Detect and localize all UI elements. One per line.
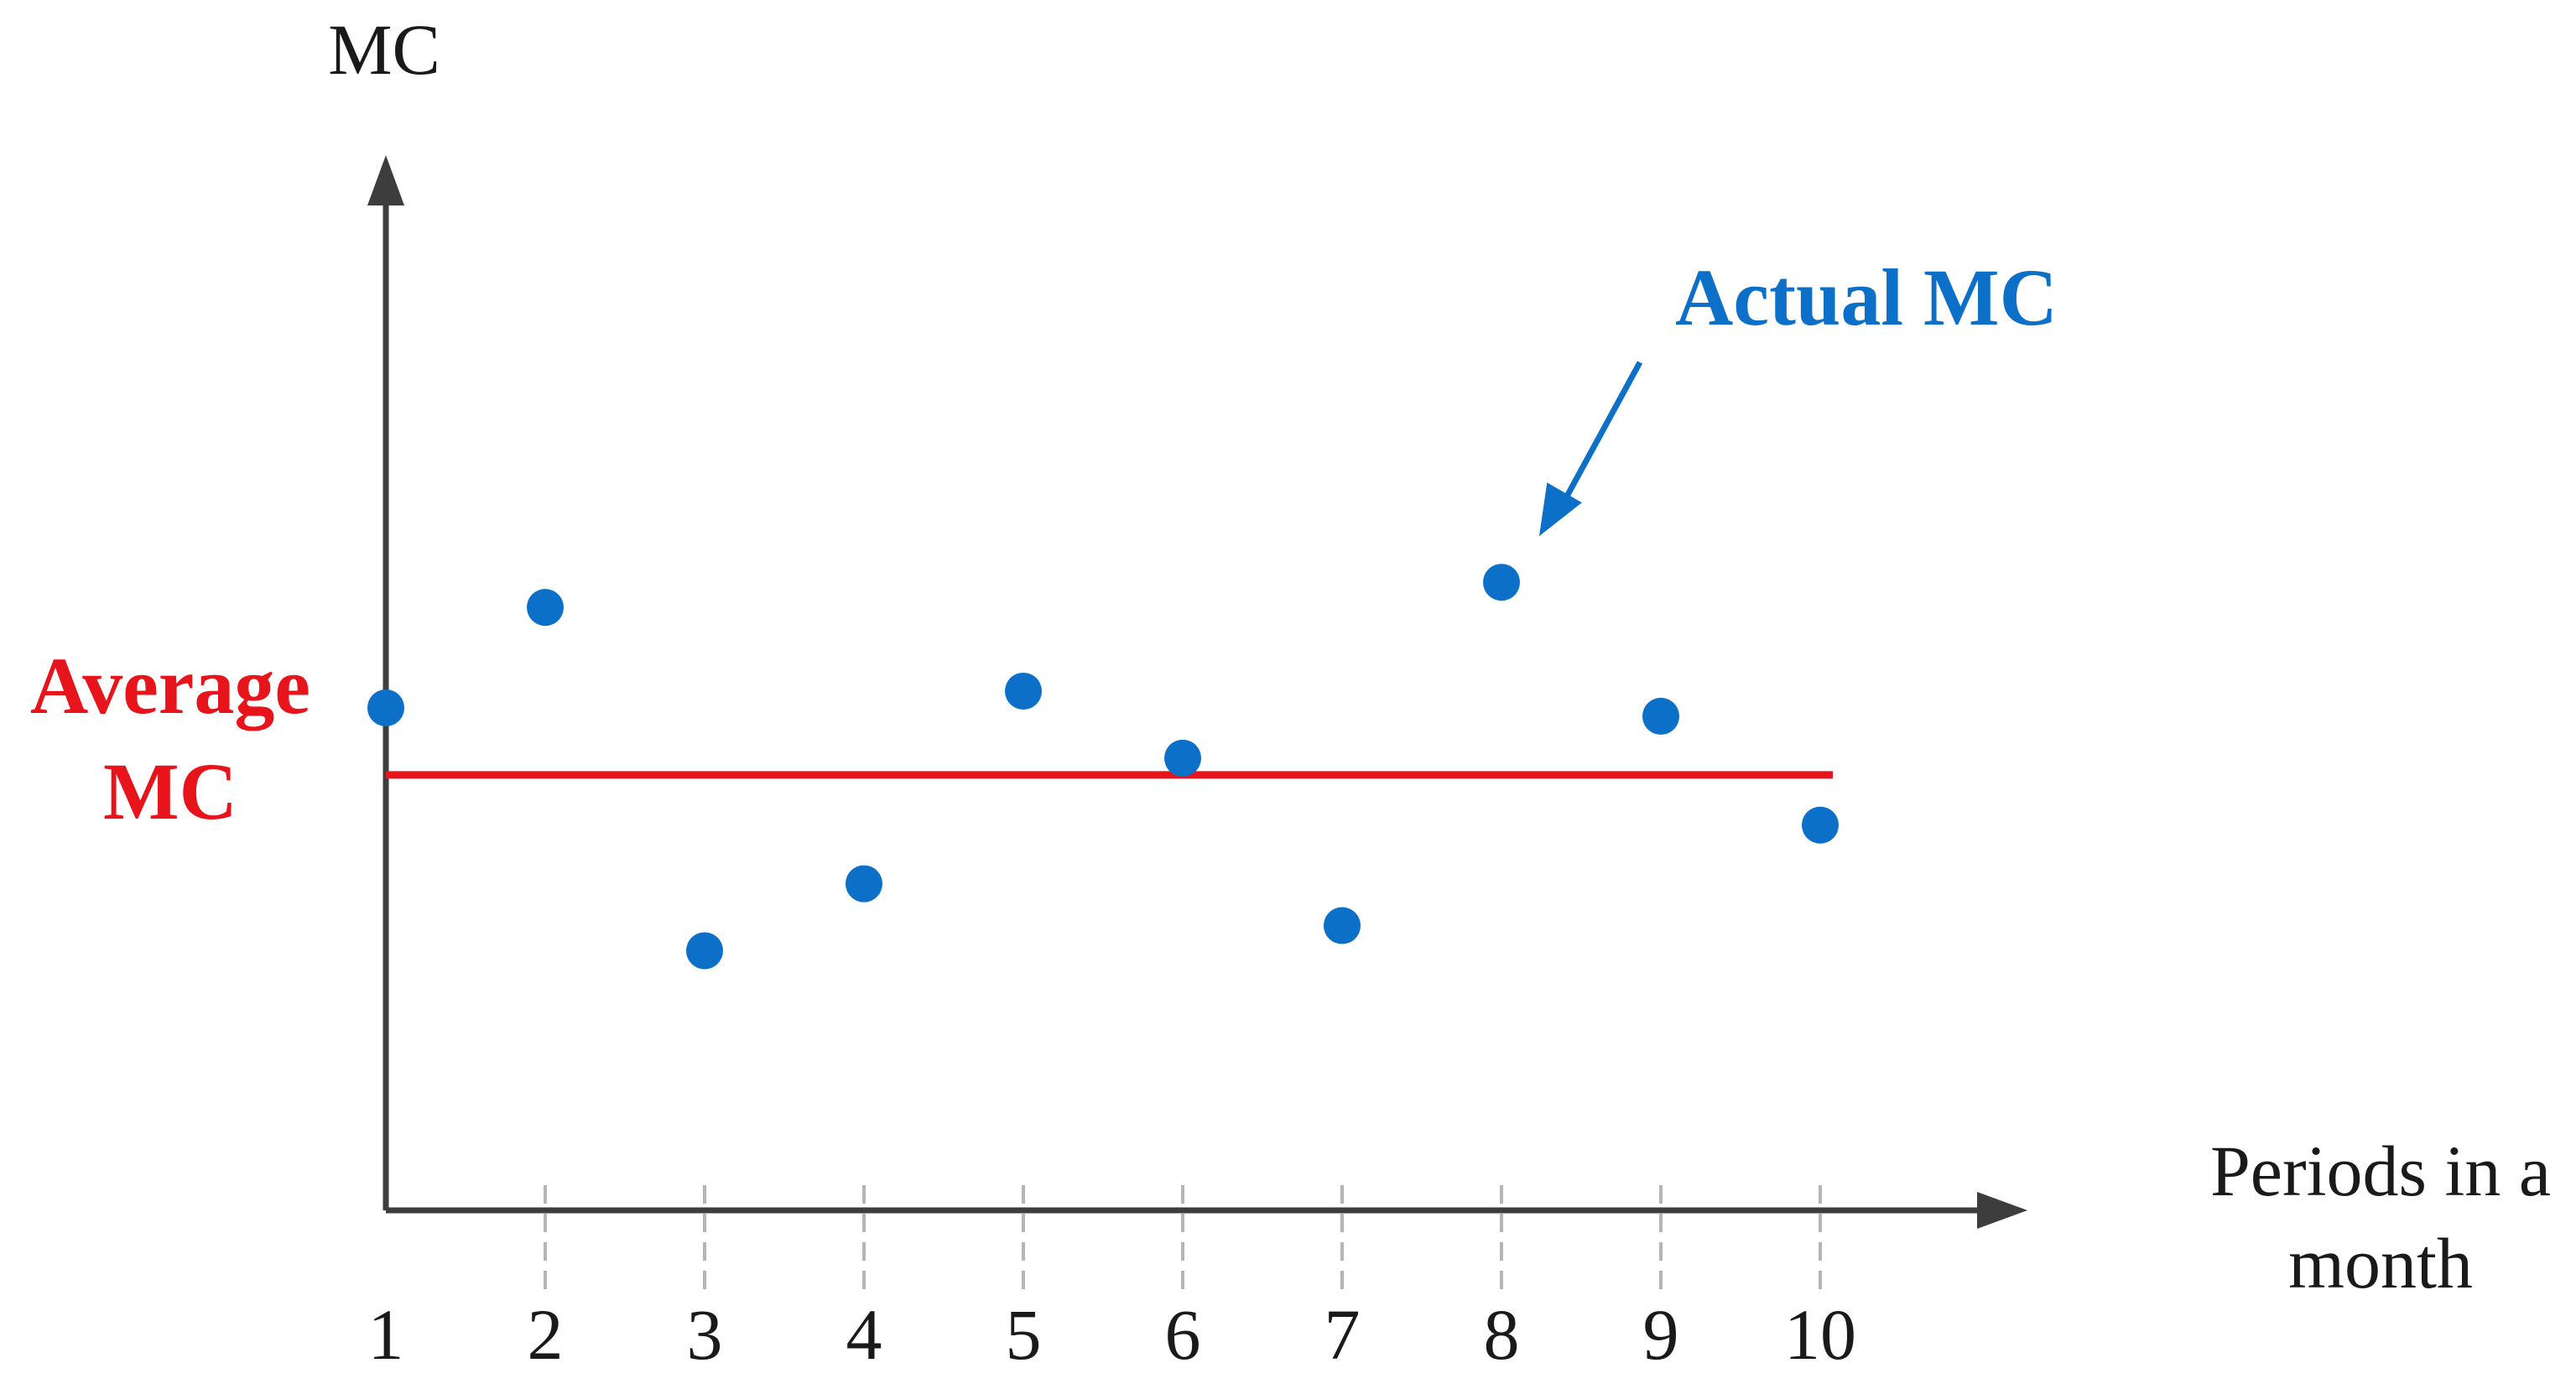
data-point	[1164, 739, 1201, 777]
actual-mc-annotation: Actual MC	[1675, 252, 2058, 342]
x-tick-label: 6	[1165, 1294, 1201, 1375]
average-label-line-1: Average	[30, 641, 310, 731]
actual-mc-arrow	[1539, 361, 1643, 537]
x-tick-marks	[544, 1185, 1822, 1290]
x-axis-label: Periods in a month	[2210, 1131, 2551, 1303]
data-point	[1483, 564, 1520, 601]
x-tick-label: 8	[1484, 1294, 1520, 1375]
x-tick-label: 1	[368, 1294, 404, 1375]
arrow-head	[1539, 482, 1582, 537]
y-axis-arrowhead	[367, 155, 404, 205]
x-tick-label: 3	[687, 1294, 723, 1375]
arrow-shaft	[1551, 361, 1643, 521]
x-tick-label: 7	[1324, 1294, 1361, 1375]
actual-mc-points	[367, 564, 1839, 970]
data-point	[1005, 672, 1042, 710]
x-tick-label: 2	[528, 1294, 564, 1375]
x-tick-label: 9	[1643, 1294, 1679, 1375]
data-point	[1642, 697, 1679, 735]
data-point	[1802, 806, 1839, 844]
average-mc-annotation: Average MC	[30, 641, 310, 836]
x-tick-label: 4	[846, 1294, 882, 1375]
y-axis-label: MC	[328, 9, 440, 90]
data-point	[686, 932, 723, 970]
data-point	[527, 589, 564, 627]
average-label-line-2: MC	[103, 747, 237, 836]
x-axis-arrowhead	[1977, 1192, 2027, 1229]
x-tick-label: 5	[1006, 1294, 1042, 1375]
x-axis-label-line-2: month	[2288, 1223, 2473, 1303]
data-point	[846, 865, 882, 903]
x-tick-label: 10	[1784, 1294, 1856, 1375]
data-point	[367, 689, 404, 726]
x-axis-label-line-1: Periods in a	[2210, 1131, 2551, 1211]
x-tick-labels: 1 2 3 4 5 6 7 8 9 10	[368, 1294, 1857, 1375]
data-point	[1324, 907, 1361, 944]
